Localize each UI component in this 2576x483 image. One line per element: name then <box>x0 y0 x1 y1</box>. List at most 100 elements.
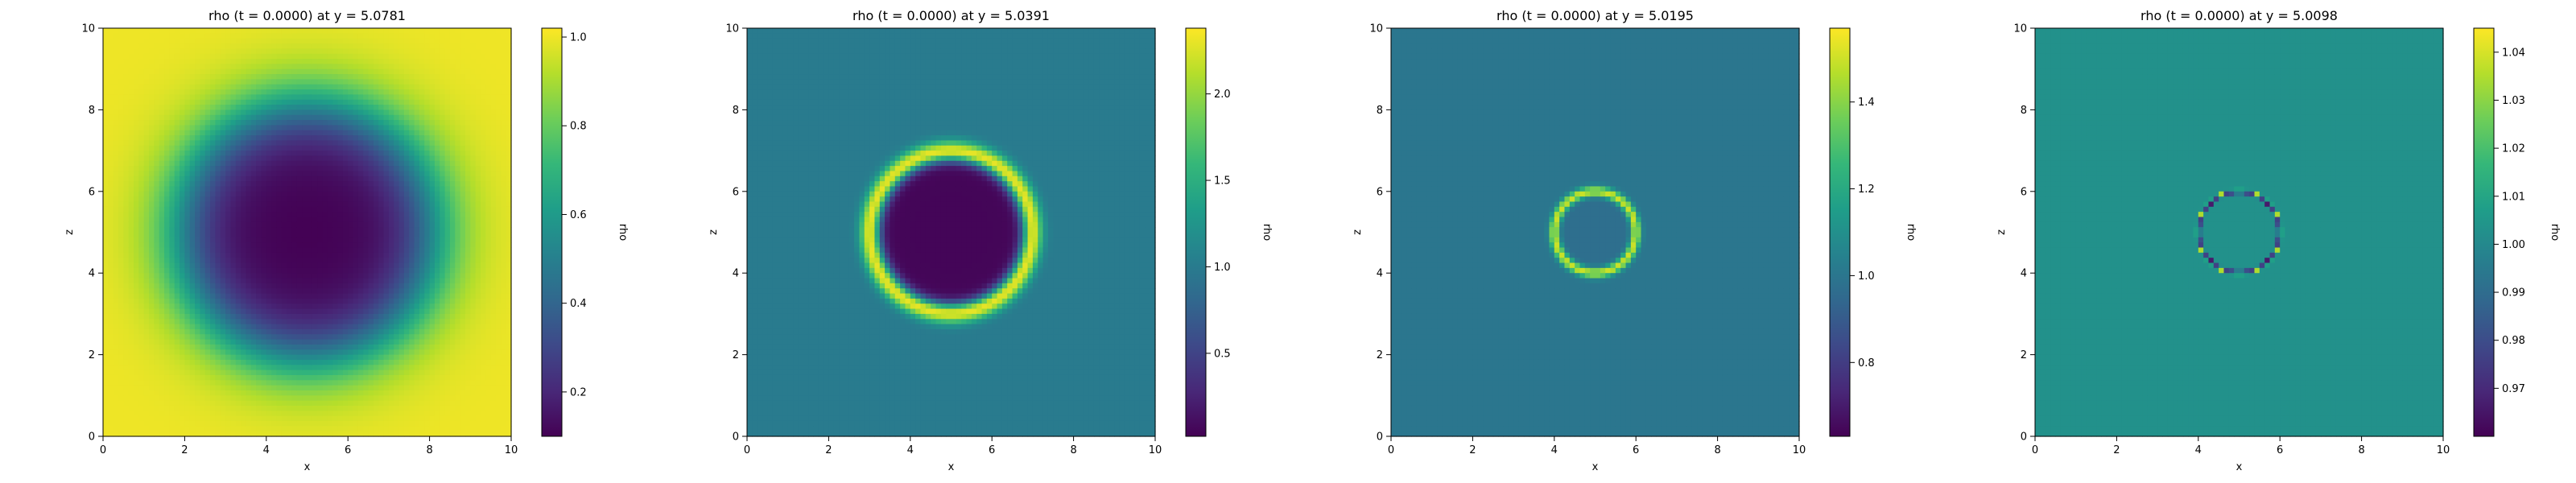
heatmap-cell <box>215 186 221 192</box>
heatmap-cell <box>281 232 287 238</box>
heatmap-cell <box>357 109 364 116</box>
heatmap-cell <box>225 313 232 320</box>
heatmap-cell <box>353 298 359 304</box>
heatmap-cell <box>302 130 308 136</box>
heatmap-cell <box>378 68 385 75</box>
heatmap-cell <box>128 237 134 243</box>
heatmap-cell <box>409 339 415 345</box>
heatmap-cell <box>291 171 298 177</box>
heatmap-cell <box>383 53 390 60</box>
heatmap-cell <box>281 151 287 157</box>
heatmap-cell <box>403 395 410 402</box>
heatmap-cell <box>143 114 150 121</box>
heatmap-cell <box>250 33 257 39</box>
heatmap-cell <box>353 59 359 64</box>
heatmap-cell <box>149 53 155 60</box>
heatmap-cell <box>220 426 226 432</box>
heatmap-cell <box>348 405 354 411</box>
heatmap-cell <box>138 221 145 228</box>
heatmap-cell <box>180 385 185 391</box>
heatmap-cell <box>261 349 267 356</box>
heatmap-cell <box>200 258 206 264</box>
heatmap-cell <box>348 212 354 218</box>
heatmap-cell <box>266 191 272 197</box>
heatmap-cell <box>164 43 170 49</box>
heatmap-cell <box>281 374 287 381</box>
heatmap-cell <box>113 120 119 126</box>
heatmap-cell <box>189 354 196 361</box>
heatmap-cell <box>113 415 119 422</box>
heatmap-cell <box>287 84 293 90</box>
heatmap-cell <box>230 212 237 218</box>
heatmap-cell <box>373 206 379 213</box>
heatmap-cell <box>276 227 283 233</box>
heatmap-cell <box>246 38 252 44</box>
heatmap-cell <box>348 166 354 172</box>
heatmap-cell <box>373 53 379 60</box>
heatmap-cell <box>128 166 134 172</box>
heatmap-cell <box>348 267 354 274</box>
heatmap-cell <box>281 64 287 70</box>
heatmap-cell <box>215 298 221 304</box>
heatmap-cell <box>302 334 308 341</box>
heatmap-cell <box>368 48 374 55</box>
heatmap-cell <box>302 171 308 177</box>
heatmap-cell <box>159 339 165 345</box>
heatmap-cell <box>337 64 344 70</box>
heatmap-cell <box>250 186 257 192</box>
heatmap-cell <box>378 273 385 279</box>
heatmap-cell <box>271 33 278 39</box>
heatmap-cell <box>403 105 410 110</box>
heatmap-cell <box>363 405 369 411</box>
heatmap-cell <box>108 415 114 422</box>
heatmap-cell <box>230 308 237 315</box>
heatmap-cell <box>383 89 390 95</box>
heatmap-cell <box>322 125 328 131</box>
heatmap-cell <box>256 74 262 80</box>
heatmap-cell <box>246 334 252 341</box>
heatmap-cell <box>215 359 221 365</box>
heatmap-cell <box>403 114 410 121</box>
heatmap-cell <box>348 38 354 44</box>
heatmap-cell <box>302 68 308 75</box>
heatmap-cell <box>113 201 119 208</box>
heatmap-cell <box>220 171 226 177</box>
heatmap-cell <box>398 84 405 90</box>
heatmap-cell <box>180 395 185 402</box>
heatmap-cell <box>195 319 201 325</box>
heatmap-cell <box>388 221 394 228</box>
heatmap-cell <box>180 125 185 131</box>
heatmap-cell <box>164 120 170 126</box>
heatmap-cell <box>353 354 359 361</box>
heatmap-cell <box>307 175 313 182</box>
heatmap-cell <box>337 415 344 422</box>
heatmap-cell <box>363 319 369 325</box>
heatmap-cell <box>210 273 217 279</box>
heatmap-cell <box>184 237 191 243</box>
heatmap-cell <box>164 201 170 208</box>
heatmap-cell <box>409 328 415 335</box>
heatmap-cell <box>312 186 318 192</box>
heatmap-cell <box>169 130 175 136</box>
heatmap-cell <box>241 53 247 60</box>
heatmap-cell <box>210 175 217 182</box>
heatmap-cell <box>353 43 359 49</box>
heatmap-cell <box>322 53 328 60</box>
heatmap-cell <box>215 252 221 258</box>
heatmap-cell <box>118 196 124 203</box>
heatmap-cell <box>128 339 134 345</box>
heatmap-cell <box>307 181 313 188</box>
heatmap-cell <box>230 89 237 95</box>
heatmap-cell <box>159 145 165 151</box>
heatmap-cell <box>357 328 364 335</box>
heatmap-cell <box>398 217 405 223</box>
heatmap-cell <box>348 84 354 90</box>
heatmap-cell <box>302 308 308 315</box>
heatmap-cell <box>230 395 237 402</box>
heatmap-cell <box>220 431 226 437</box>
heatmap-cell <box>220 217 226 223</box>
heatmap-cell <box>287 390 293 396</box>
heatmap-cell <box>103 105 109 110</box>
heatmap-cell <box>394 125 400 131</box>
heatmap-cell <box>307 196 313 203</box>
